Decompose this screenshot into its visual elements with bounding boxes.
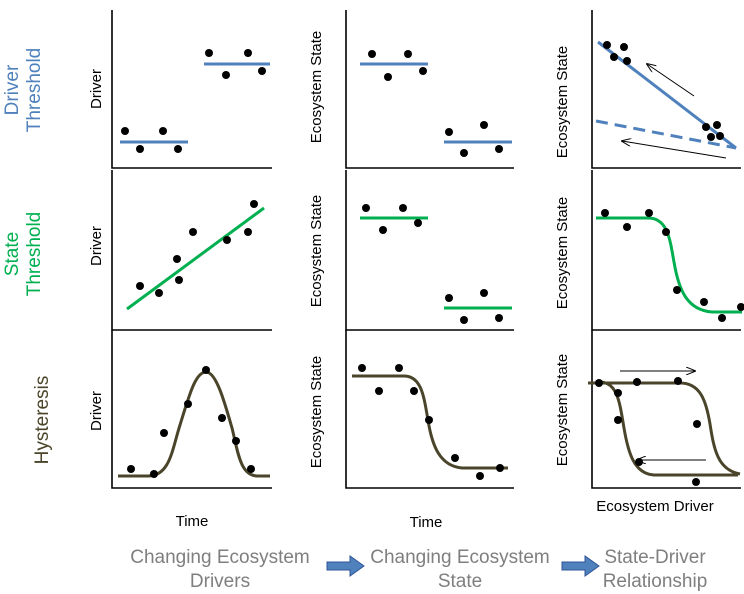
step-changing-drivers-line1: Changing Ecosystem xyxy=(130,547,310,568)
axis-r1c1 xyxy=(111,10,272,169)
arrow-left xyxy=(622,141,727,159)
x-label-col3: Ecosystem Driver xyxy=(596,498,714,515)
data-points xyxy=(121,49,266,153)
panel-r2c3 xyxy=(596,209,744,322)
arrow-up-left xyxy=(647,64,695,97)
axis-r1c2 xyxy=(345,10,514,169)
bell-curve xyxy=(118,370,270,478)
flow-arrow-1 xyxy=(326,555,365,577)
fit-line-dashed xyxy=(595,119,737,150)
step-changing-drivers-line2: Drivers xyxy=(189,571,251,592)
panel-r3c2 xyxy=(352,364,508,480)
step-changing-state-line1: Changing Ecosystem xyxy=(370,547,550,568)
flow-arrow-2 xyxy=(561,555,600,577)
data-points xyxy=(127,366,255,478)
panel-r3c1 xyxy=(118,366,270,478)
panel-r2c2 xyxy=(360,204,512,324)
axis-r3c1 xyxy=(111,330,272,489)
panel-r2c1 xyxy=(126,200,265,311)
step-changing-state-line2: State xyxy=(437,571,483,592)
panel-r3c3 xyxy=(588,371,741,486)
fit-line-solid xyxy=(597,40,737,150)
data-points xyxy=(368,50,503,157)
data-points xyxy=(136,200,258,297)
x-label-col1: Time xyxy=(175,513,209,530)
data-points xyxy=(362,204,503,324)
step-relationship-line1: State-Driver xyxy=(604,547,706,568)
data-points xyxy=(603,41,724,141)
data-points xyxy=(595,377,701,486)
hysteresis-curve-upper xyxy=(588,381,741,476)
axis-r2c3 xyxy=(591,170,741,331)
fit-line xyxy=(126,206,265,311)
step-changing-state: Changing Ecosystem State xyxy=(350,546,570,594)
axis-r3c3 xyxy=(591,330,741,489)
hysteresis-curve-lower xyxy=(599,380,738,477)
axis-r2c2 xyxy=(345,170,514,331)
x-label-col2: Time xyxy=(409,514,443,531)
data-points xyxy=(601,209,744,322)
panel-r1c1 xyxy=(120,49,270,153)
axis-r2c1 xyxy=(111,170,272,331)
panel-r1c3 xyxy=(595,40,737,159)
sigmoid-curve xyxy=(596,216,742,314)
data-points xyxy=(358,364,504,480)
step-changing-drivers: Changing Ecosystem Drivers xyxy=(110,546,330,594)
axis-r3c2 xyxy=(345,330,514,489)
panel-r1c2 xyxy=(360,50,512,157)
axis-r1c3 xyxy=(591,10,741,169)
step-relationship-line2: Relationship xyxy=(602,571,708,592)
step-state-driver-relationship: State-Driver Relationship xyxy=(580,546,730,594)
